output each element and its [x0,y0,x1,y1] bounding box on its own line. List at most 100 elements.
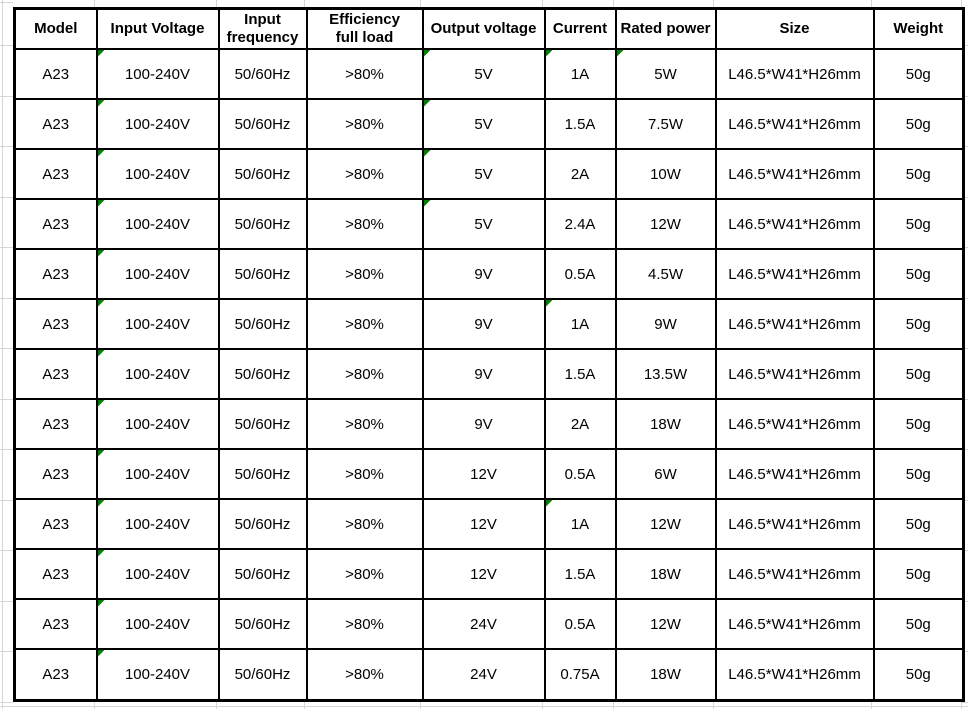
cell-size[interactable]: L46.5*W41*H26mm [714,498,875,550]
cell-current[interactable]: 0.5A [543,248,617,300]
cell-rated_power[interactable]: 5W [614,48,717,100]
cell-input_voltage[interactable]: 100-240V [95,448,220,500]
cell-output_voltage[interactable]: 9V [421,348,546,400]
cell-current[interactable]: 0.75A [543,648,617,702]
cell-model[interactable]: A23 [13,198,98,250]
header-cell-size[interactable]: Size [714,7,875,50]
cell-weight[interactable]: 50g [872,48,965,100]
cell-size[interactable]: L46.5*W41*H26mm [714,248,875,300]
cell-input_voltage[interactable]: 100-240V [95,398,220,450]
cell-size[interactable]: L46.5*W41*H26mm [714,98,875,150]
cell-current[interactable]: 1.5A [543,548,617,600]
cell-input_frequency[interactable]: 50/60Hz [217,198,308,250]
cell-output_voltage[interactable]: 5V [421,198,546,250]
cell-model[interactable]: A23 [13,448,98,500]
cell-current[interactable]: 2A [543,398,617,450]
header-cell-rated_power[interactable]: Rated power [614,7,717,50]
cell-weight[interactable]: 50g [872,348,965,400]
cell-output_voltage[interactable]: 5V [421,48,546,100]
cell-input_frequency[interactable]: 50/60Hz [217,398,308,450]
cell-input_voltage[interactable]: 100-240V [95,148,220,200]
cell-input_frequency[interactable]: 50/60Hz [217,48,308,100]
cell-weight[interactable]: 50g [872,448,965,500]
cell-input_voltage[interactable]: 100-240V [95,498,220,550]
cell-current[interactable]: 1A [543,48,617,100]
cell-output_voltage[interactable]: 24V [421,648,546,702]
cell-rated_power[interactable]: 13.5W [614,348,717,400]
cell-size[interactable]: L46.5*W41*H26mm [714,298,875,350]
header-cell-efficiency[interactable]: Efficiency full load [305,7,424,50]
cell-model[interactable]: A23 [13,98,98,150]
cell-efficiency[interactable]: >80% [305,448,424,500]
cell-input_frequency[interactable]: 50/60Hz [217,598,308,650]
cell-rated_power[interactable]: 12W [614,198,717,250]
cell-efficiency[interactable]: >80% [305,148,424,200]
cell-model[interactable]: A23 [13,148,98,200]
cell-output_voltage[interactable]: 12V [421,448,546,500]
cell-efficiency[interactable]: >80% [305,648,424,702]
cell-efficiency[interactable]: >80% [305,298,424,350]
cell-input_frequency[interactable]: 50/60Hz [217,648,308,702]
header-cell-output_voltage[interactable]: Output voltage [421,7,546,50]
cell-efficiency[interactable]: >80% [305,498,424,550]
cell-size[interactable]: L46.5*W41*H26mm [714,48,875,100]
cell-current[interactable]: 1.5A [543,98,617,150]
cell-input_voltage[interactable]: 100-240V [95,298,220,350]
cell-model[interactable]: A23 [13,648,98,702]
cell-current[interactable]: 0.5A [543,448,617,500]
cell-efficiency[interactable]: >80% [305,98,424,150]
cell-input_voltage[interactable]: 100-240V [95,548,220,600]
cell-weight[interactable]: 50g [872,498,965,550]
cell-weight[interactable]: 50g [872,648,965,702]
cell-weight[interactable]: 50g [872,98,965,150]
cell-size[interactable]: L46.5*W41*H26mm [714,348,875,400]
cell-model[interactable]: A23 [13,598,98,650]
header-cell-weight[interactable]: Weight [872,7,965,50]
cell-current[interactable]: 0.5A [543,598,617,650]
cell-weight[interactable]: 50g [872,298,965,350]
cell-input_frequency[interactable]: 50/60Hz [217,248,308,300]
cell-input_frequency[interactable]: 50/60Hz [217,298,308,350]
cell-rated_power[interactable]: 4.5W [614,248,717,300]
cell-current[interactable]: 1.5A [543,348,617,400]
cell-efficiency[interactable]: >80% [305,48,424,100]
cell-input_frequency[interactable]: 50/60Hz [217,148,308,200]
cell-efficiency[interactable]: >80% [305,598,424,650]
cell-output_voltage[interactable]: 9V [421,248,546,300]
cell-current[interactable]: 1A [543,298,617,350]
cell-model[interactable]: A23 [13,348,98,400]
cell-rated_power[interactable]: 6W [614,448,717,500]
cell-output_voltage[interactable]: 9V [421,398,546,450]
cell-weight[interactable]: 50g [872,248,965,300]
cell-input_frequency[interactable]: 50/60Hz [217,98,308,150]
cell-weight[interactable]: 50g [872,148,965,200]
cell-input_voltage[interactable]: 100-240V [95,98,220,150]
header-cell-input_frequency[interactable]: Input frequency [217,7,308,50]
cell-efficiency[interactable]: >80% [305,198,424,250]
cell-input_voltage[interactable]: 100-240V [95,348,220,400]
cell-weight[interactable]: 50g [872,548,965,600]
cell-output_voltage[interactable]: 5V [421,148,546,200]
cell-efficiency[interactable]: >80% [305,248,424,300]
cell-model[interactable]: A23 [13,298,98,350]
cell-weight[interactable]: 50g [872,398,965,450]
cell-efficiency[interactable]: >80% [305,548,424,600]
cell-input_voltage[interactable]: 100-240V [95,198,220,250]
cell-rated_power[interactable]: 18W [614,648,717,702]
cell-rated_power[interactable]: 10W [614,148,717,200]
cell-input_frequency[interactable]: 50/60Hz [217,548,308,600]
cell-rated_power[interactable]: 18W [614,398,717,450]
cell-size[interactable]: L46.5*W41*H26mm [714,548,875,600]
cell-size[interactable]: L46.5*W41*H26mm [714,448,875,500]
cell-input_voltage[interactable]: 100-240V [95,248,220,300]
cell-weight[interactable]: 50g [872,598,965,650]
cell-input_frequency[interactable]: 50/60Hz [217,498,308,550]
cell-size[interactable]: L46.5*W41*H26mm [714,198,875,250]
cell-output_voltage[interactable]: 12V [421,498,546,550]
cell-current[interactable]: 1A [543,498,617,550]
cell-model[interactable]: A23 [13,548,98,600]
cell-size[interactable]: L46.5*W41*H26mm [714,398,875,450]
cell-output_voltage[interactable]: 9V [421,298,546,350]
cell-model[interactable]: A23 [13,48,98,100]
cell-efficiency[interactable]: >80% [305,398,424,450]
